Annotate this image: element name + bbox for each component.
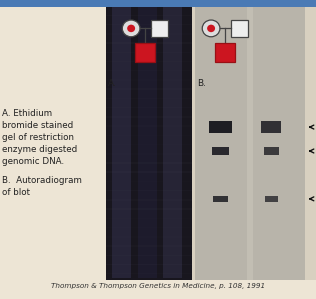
Bar: [106, 190, 192, 191]
Bar: [106, 70, 192, 71]
Bar: [106, 15, 192, 16]
Bar: [106, 144, 192, 145]
Bar: [106, 245, 192, 247]
Bar: [138, 1, 156, 278]
Bar: [106, 0, 192, 280]
Bar: [106, 89, 192, 90]
Text: gel of restriction: gel of restriction: [2, 133, 74, 142]
Bar: [106, 5, 192, 7]
Bar: [106, 125, 192, 127]
Bar: [106, 208, 192, 210]
Bar: [106, 79, 192, 81]
Bar: [265, 196, 277, 202]
Bar: [209, 121, 232, 133]
Text: of blot: of blot: [2, 188, 30, 197]
Circle shape: [127, 25, 135, 32]
Bar: [106, 254, 192, 256]
Bar: [106, 33, 192, 35]
Bar: [106, 0, 316, 280]
Circle shape: [207, 25, 215, 32]
Bar: [106, 153, 192, 155]
Bar: [106, 135, 192, 136]
Bar: [106, 98, 192, 99]
Text: bromide stained: bromide stained: [2, 121, 73, 130]
Bar: [106, 264, 192, 265]
Bar: [106, 116, 192, 118]
Bar: [213, 196, 228, 202]
Text: A.: A.: [108, 79, 117, 88]
Bar: [106, 236, 192, 238]
Text: Thompson & Thompson Genetics in Medicine, p. 108, 1991: Thompson & Thompson Genetics in Medicine…: [51, 283, 265, 289]
Bar: [212, 147, 229, 155]
Bar: [106, 61, 192, 62]
Bar: [247, 0, 253, 280]
Bar: [106, 172, 192, 173]
Bar: [195, 0, 305, 280]
Circle shape: [202, 20, 220, 37]
Bar: [106, 273, 192, 274]
Bar: [135, 43, 155, 62]
Bar: [0, 0, 316, 7]
Circle shape: [122, 20, 140, 37]
Bar: [264, 147, 278, 155]
Text: B.  Autoradiogram: B. Autoradiogram: [2, 176, 82, 185]
Bar: [163, 1, 182, 278]
Text: genomic DNA.: genomic DNA.: [2, 157, 64, 166]
Bar: [106, 162, 192, 164]
Bar: [106, 227, 192, 228]
Text: enzyme digested: enzyme digested: [2, 145, 77, 154]
Bar: [106, 24, 192, 25]
Bar: [261, 121, 281, 133]
Bar: [106, 199, 192, 201]
Bar: [106, 107, 192, 108]
Text: A. Ethidium: A. Ethidium: [2, 109, 52, 118]
Bar: [151, 20, 168, 37]
Bar: [106, 42, 192, 44]
Bar: [112, 1, 131, 278]
Bar: [106, 51, 192, 53]
Bar: [215, 43, 235, 62]
Bar: [231, 20, 248, 37]
Bar: [106, 218, 192, 219]
Text: B.: B.: [197, 79, 206, 88]
Bar: [106, 181, 192, 182]
